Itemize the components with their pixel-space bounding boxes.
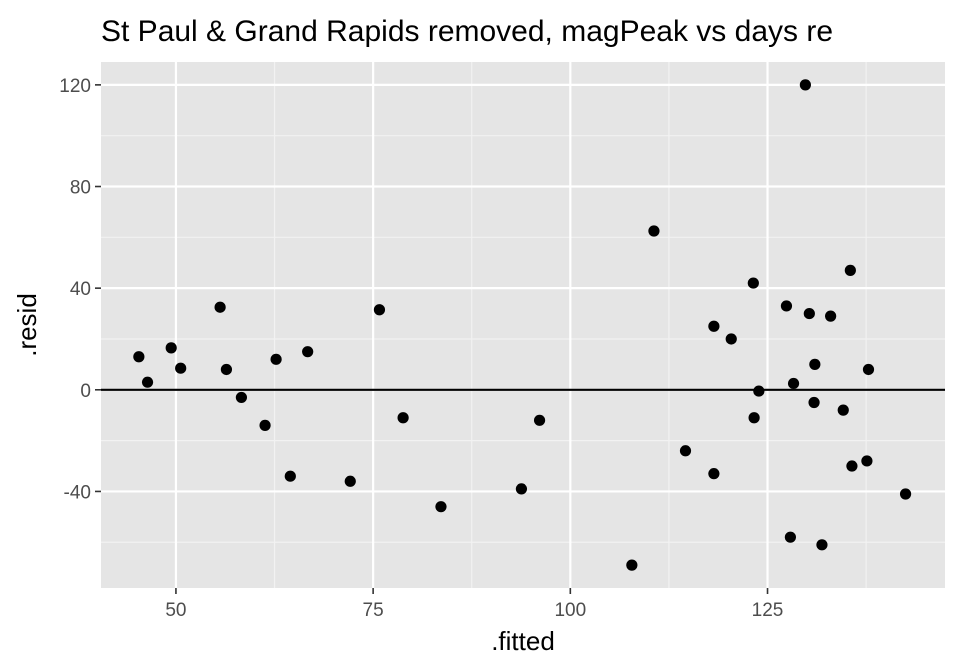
data-point xyxy=(753,385,765,397)
y-tick-label: 40 xyxy=(70,279,91,300)
data-point xyxy=(784,531,796,543)
data-point xyxy=(259,419,271,431)
x-axis-ticks: 50 75 100 125 xyxy=(165,588,783,621)
data-point xyxy=(175,362,187,374)
y-axis-title: .resid xyxy=(12,293,42,357)
x-tick-label: 125 xyxy=(752,600,784,621)
data-point xyxy=(133,351,145,363)
y-axis-ticks: -40 0 40 80 120 xyxy=(59,76,101,503)
data-point xyxy=(435,501,447,513)
y-tick-label: 120 xyxy=(59,76,91,97)
data-point xyxy=(799,79,811,91)
x-axis-title: .fitted xyxy=(491,626,555,656)
data-point xyxy=(270,353,282,365)
data-point xyxy=(533,414,546,426)
data-point xyxy=(220,363,233,376)
data-point xyxy=(861,455,873,467)
data-point xyxy=(708,320,720,332)
chart-title: St Paul & Grand Rapids removed, magPeak … xyxy=(101,15,833,48)
data-points xyxy=(133,79,912,571)
data-point xyxy=(816,539,828,551)
data-point xyxy=(808,396,820,409)
data-point xyxy=(747,277,759,289)
minor-gridlines xyxy=(101,62,945,588)
data-point xyxy=(165,342,177,354)
data-point xyxy=(648,225,660,237)
data-point xyxy=(837,404,849,416)
data-point xyxy=(708,468,720,480)
data-point xyxy=(626,559,638,571)
data-point xyxy=(679,445,692,457)
data-point xyxy=(141,376,154,388)
data-point xyxy=(748,412,760,424)
x-tick-label: 75 xyxy=(363,600,384,621)
data-point xyxy=(809,358,821,370)
data-point xyxy=(515,483,528,495)
y-tick-label: 80 xyxy=(70,178,91,199)
plot-panel xyxy=(101,62,945,588)
data-point xyxy=(302,346,314,358)
data-point xyxy=(284,470,296,482)
data-point xyxy=(862,363,875,376)
data-point xyxy=(780,300,793,312)
data-point xyxy=(235,391,248,404)
y-tick-label: 0 xyxy=(80,381,91,402)
data-point xyxy=(725,333,737,345)
data-point xyxy=(899,488,912,500)
data-point xyxy=(846,460,858,472)
x-tick-label: 100 xyxy=(554,600,586,621)
data-point xyxy=(214,301,226,313)
data-point xyxy=(397,412,409,424)
data-point xyxy=(844,264,856,276)
data-point xyxy=(825,310,837,322)
data-point xyxy=(787,377,800,390)
x-tick-label: 50 xyxy=(165,600,186,621)
data-point xyxy=(803,307,815,320)
y-tick-label: -40 xyxy=(64,482,91,503)
data-point xyxy=(344,475,356,487)
data-point xyxy=(373,304,386,316)
